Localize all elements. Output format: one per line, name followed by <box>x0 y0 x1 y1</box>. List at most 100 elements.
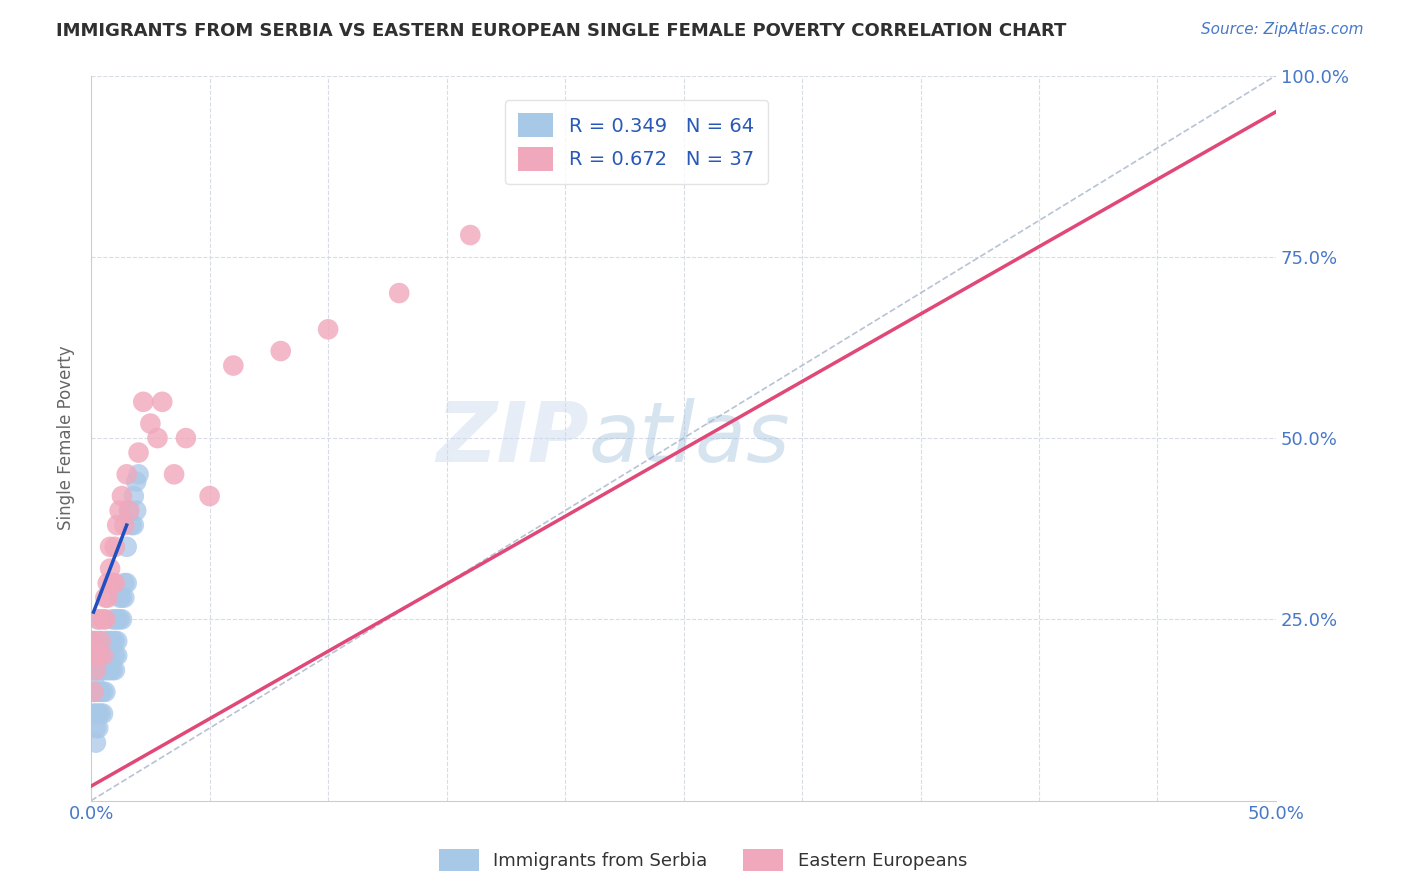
Legend: R = 0.349   N = 64, R = 0.672   N = 37: R = 0.349 N = 64, R = 0.672 N = 37 <box>505 100 768 184</box>
Point <box>98 648 121 663</box>
Point <box>83 685 105 699</box>
Point <box>163 467 186 482</box>
Point <box>122 518 145 533</box>
Point <box>83 634 105 648</box>
Point <box>84 736 107 750</box>
Point <box>90 634 112 648</box>
Point <box>94 634 117 648</box>
Point <box>90 706 112 721</box>
Point <box>118 503 141 517</box>
Text: ZIP: ZIP <box>436 398 589 479</box>
Point <box>98 540 121 554</box>
Point <box>84 648 107 663</box>
Point <box>91 612 114 626</box>
Point <box>97 591 120 605</box>
Point <box>87 612 110 626</box>
Point <box>83 706 105 721</box>
Point <box>87 685 110 699</box>
Point <box>105 634 128 648</box>
Point <box>132 394 155 409</box>
Point <box>111 489 134 503</box>
Point <box>101 663 124 677</box>
Point <box>87 612 110 626</box>
Point <box>222 359 245 373</box>
Point <box>111 591 134 605</box>
Point <box>91 663 114 677</box>
Point <box>105 518 128 533</box>
Point <box>87 721 110 735</box>
Point <box>84 663 107 677</box>
Point <box>112 576 135 591</box>
Point <box>98 634 121 648</box>
Point <box>94 685 117 699</box>
Point <box>90 648 112 663</box>
Point <box>94 663 117 677</box>
Point <box>83 634 105 648</box>
Point <box>101 576 124 591</box>
Point <box>125 475 148 489</box>
Point <box>104 576 127 591</box>
Point <box>84 721 107 735</box>
Point <box>198 489 221 503</box>
Point <box>84 663 107 677</box>
Point <box>91 648 114 663</box>
Point <box>87 706 110 721</box>
Point <box>108 612 131 626</box>
Point <box>122 489 145 503</box>
Point <box>90 663 112 677</box>
Point <box>115 540 138 554</box>
Point <box>105 648 128 663</box>
Point <box>98 561 121 575</box>
Point <box>108 503 131 517</box>
Text: IMMIGRANTS FROM SERBIA VS EASTERN EUROPEAN SINGLE FEMALE POVERTY CORRELATION CHA: IMMIGRANTS FROM SERBIA VS EASTERN EUROPE… <box>56 22 1067 40</box>
Point <box>90 634 112 648</box>
Point <box>101 612 124 626</box>
Point <box>94 612 117 626</box>
Point <box>91 706 114 721</box>
Point <box>146 431 169 445</box>
Legend: Immigrants from Serbia, Eastern Europeans: Immigrants from Serbia, Eastern European… <box>432 842 974 879</box>
Point <box>94 591 117 605</box>
Point <box>174 431 197 445</box>
Point <box>150 394 173 409</box>
Point <box>94 648 117 663</box>
Point <box>120 518 142 533</box>
Point <box>82 648 104 663</box>
Point <box>83 663 105 677</box>
Point <box>83 677 105 691</box>
Point <box>316 322 339 336</box>
Text: atlas: atlas <box>589 398 790 479</box>
Text: Source: ZipAtlas.com: Source: ZipAtlas.com <box>1201 22 1364 37</box>
Point <box>104 634 127 648</box>
Point <box>83 648 105 663</box>
Point <box>101 634 124 648</box>
Point <box>97 634 120 648</box>
Point <box>87 663 110 677</box>
Point <box>84 634 107 648</box>
Point <box>83 685 105 699</box>
Point <box>112 518 135 533</box>
Point <box>128 445 150 459</box>
Point <box>270 344 292 359</box>
Point <box>108 591 131 605</box>
Point <box>84 685 107 699</box>
Point <box>87 648 110 663</box>
Point <box>104 663 127 677</box>
Point <box>90 685 112 699</box>
Point <box>125 503 148 517</box>
Point <box>388 286 411 301</box>
Point <box>104 612 127 626</box>
Point <box>115 576 138 591</box>
Point <box>98 663 121 677</box>
Point <box>111 612 134 626</box>
Point <box>97 576 120 591</box>
Point <box>128 467 150 482</box>
Point <box>105 612 128 626</box>
Point <box>139 417 162 431</box>
Point <box>104 648 127 663</box>
Point <box>458 227 481 242</box>
Point <box>118 503 141 517</box>
Point <box>87 634 110 648</box>
Point <box>91 685 114 699</box>
Point <box>97 663 120 677</box>
